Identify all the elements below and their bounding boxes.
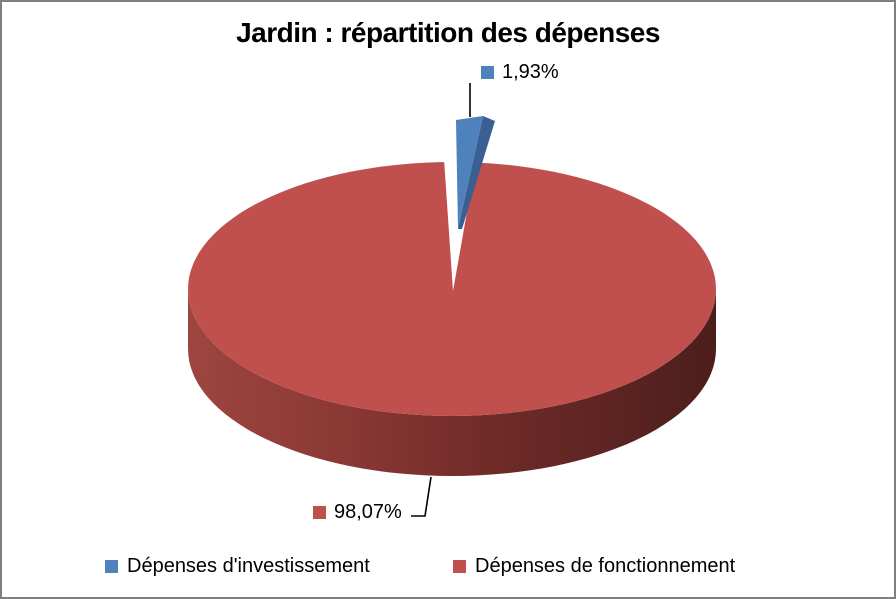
pie-slice-fonctionnement-side <box>188 289 716 476</box>
legend-swatch-blue-icon <box>105 560 118 573</box>
legend-swatch-red-icon <box>313 506 326 519</box>
legend-label-fonctionnement: Dépenses de fonctionnement <box>475 555 736 577</box>
legend-swatch-blue-icon <box>481 66 494 79</box>
data-label-fonctionnement[interactable]: 98,07% <box>313 501 402 524</box>
pie-slice-investissement[interactable] <box>456 116 483 229</box>
legend-swatch-red-icon <box>453 560 466 573</box>
pie-slice-fonctionnement[interactable] <box>188 162 716 416</box>
pie-slice-investissement-side <box>458 116 495 229</box>
legend-item-fonctionnement[interactable]: Dépenses de fonctionnement <box>453 555 735 578</box>
chart-title[interactable]: Jardin : répartition des dépenses <box>236 17 660 48</box>
legend-item-investissement[interactable]: Dépenses d'investissement <box>105 555 370 578</box>
data-label-investissement-text: 1,93% <box>502 61 559 83</box>
data-label-fonctionnement-text: 98,07% <box>334 501 402 523</box>
leader-line-fonctionnement <box>411 476 432 517</box>
data-label-investissement[interactable]: 1,93% <box>481 61 559 84</box>
legend-label-investissement: Dépenses d'investissement <box>127 555 370 577</box>
